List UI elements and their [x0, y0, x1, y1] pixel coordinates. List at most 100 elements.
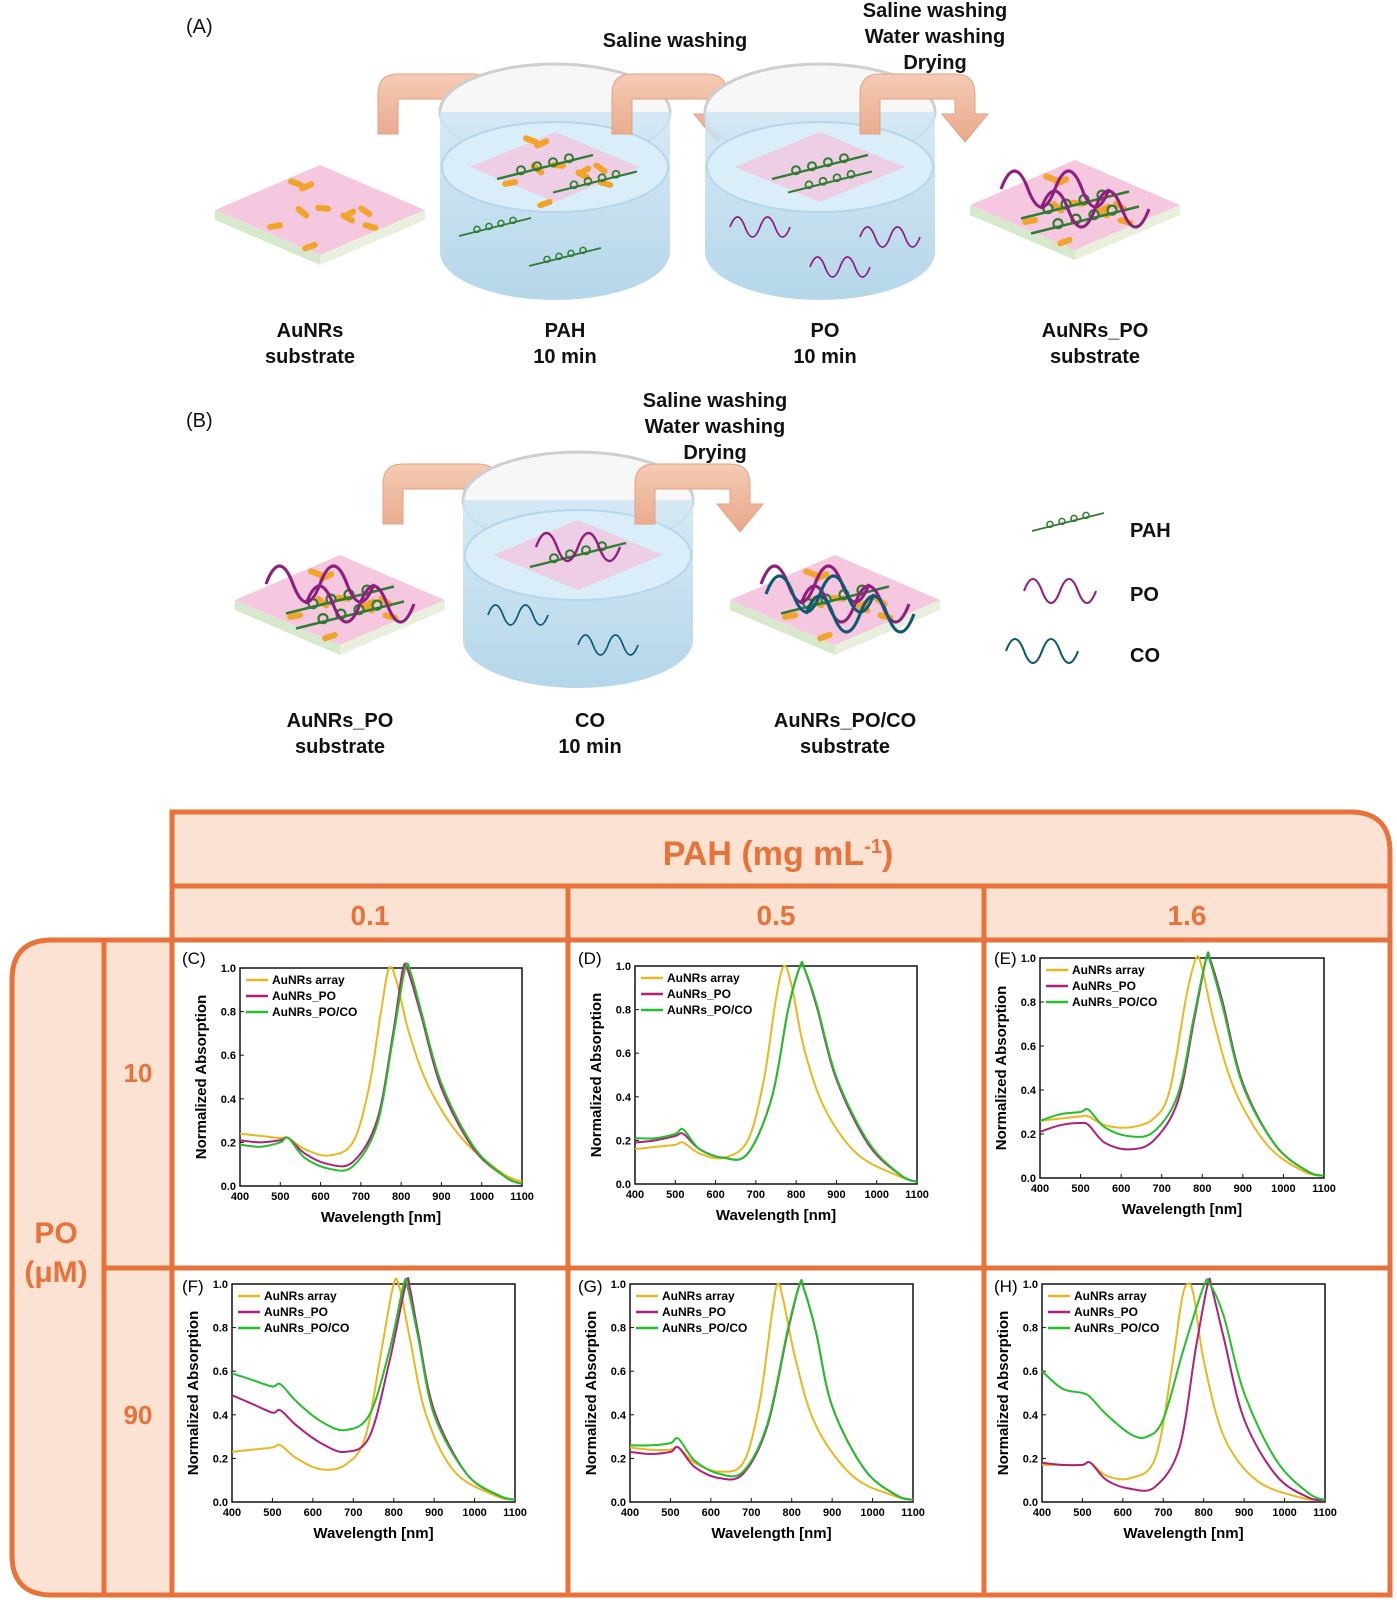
y-tick-label: 0.6: [1023, 1366, 1038, 1378]
legend-label-0: AuNRs array: [272, 973, 345, 987]
series-line-1: [231, 1277, 516, 1501]
col-header-title: PAH (mg mL-1): [663, 835, 894, 873]
x-tick-label: 600: [1112, 1183, 1130, 1195]
aunrs-po-substrate-illustration: [970, 160, 1180, 260]
x-tick-label: 800: [787, 1189, 805, 1201]
x-tick-label: 800: [1193, 1183, 1211, 1195]
legend-label-0: AuNRs array: [662, 1289, 735, 1303]
x-tick-label: 900: [425, 1507, 443, 1519]
y-tick-label: 0.2: [611, 1453, 626, 1465]
step-a2-line1: PAH: [544, 320, 586, 342]
step-a1-line2: substrate: [264, 346, 356, 368]
x-tick-label: 1000: [1271, 1183, 1295, 1195]
legend-label-2: AuNRs_PO/CO: [1072, 995, 1157, 1009]
step-b1: AuNRs_PO substrate: [250, 708, 430, 760]
plot-frame: [231, 1283, 516, 1503]
x-tick-label: 400: [223, 1507, 241, 1519]
x-tick-label: 500: [1071, 1183, 1089, 1195]
step-a1: AuNRs substrate: [225, 318, 395, 370]
x-tick-label: 600: [706, 1189, 724, 1201]
plot-frame: [634, 965, 918, 1185]
x-tick-label: 1100: [1312, 1183, 1336, 1195]
x-axis-label: Wavelength [nm]: [1123, 1525, 1243, 1542]
y-tick-label: 1.0: [616, 961, 631, 973]
x-tick-label: 1000: [864, 1189, 888, 1201]
y-tick-label: 1.0: [611, 1279, 626, 1291]
y-axis-label: Normalized Absorption: [185, 1311, 202, 1475]
legend-label-1: AuNRs_PO: [662, 1305, 726, 1319]
y-tick-label: 0.0: [213, 1497, 228, 1509]
legend-po-icon: [1022, 577, 1098, 605]
cell-f: [169, 1265, 571, 1598]
legend-label-2: AuNRs_PO/CO: [662, 1321, 747, 1335]
x-tick-label: 700: [1154, 1507, 1172, 1519]
y-tick-label: 0.8: [616, 1005, 631, 1017]
panel-label: (C): [182, 949, 206, 968]
panel-b-arrow-label: Saline washing Water washing Drying: [642, 390, 788, 464]
x-tick-label: 800: [1195, 1507, 1213, 1519]
step-b1-line2: substrate: [294, 736, 386, 758]
row-header-line2: (μM): [24, 1256, 87, 1289]
step-a3: PO 10 min: [740, 318, 910, 370]
arrow-b-2: [634, 463, 764, 533]
legend-label-2: AuNRs_PO/CO: [1074, 1321, 1159, 1335]
series-line-2: [634, 961, 918, 1183]
y-tick-label: 0.6: [611, 1366, 626, 1378]
x-tick-label: 600: [304, 1507, 322, 1519]
x-tick-label: 700: [344, 1507, 362, 1519]
y-tick-label: 0.4: [1023, 1410, 1039, 1422]
panel-a-label: (A): [186, 16, 213, 38]
y-tick-label: 0.8: [213, 1323, 228, 1335]
legend-label-2: AuNRs_PO/CO: [272, 1005, 357, 1019]
x-tick-label: 700: [742, 1507, 760, 1519]
col-label-1: 0.1: [351, 900, 390, 931]
chart-h: (H) 400 500 600 700 800 900 1000 1100 0.0 0.2 0.4 0.…: [994, 1277, 1337, 1542]
row-box-1: [101, 937, 175, 1271]
y-tick-label: 0.4: [616, 1092, 632, 1104]
step-a4: AuNRs_PO substrate: [1005, 318, 1185, 370]
y-tick-label: 0.8: [1023, 1323, 1038, 1335]
x-tick-label: 500: [666, 1189, 684, 1201]
legend-pah-icon: [1031, 511, 1105, 532]
y-tick-label: 0.2: [213, 1453, 228, 1465]
step-b2-line2: 10 min: [558, 736, 622, 758]
y-tick-label: 0.8: [1021, 997, 1036, 1009]
plot-frame: [239, 967, 523, 1187]
series-line-0: [1039, 955, 1325, 1177]
step-a2: PAH 10 min: [480, 318, 650, 370]
cell-h: [981, 1265, 1393, 1598]
panel-label: (F): [182, 1277, 204, 1296]
plot-frame: [1041, 1283, 1326, 1503]
series-line-2: [239, 962, 523, 1185]
legend-po-label: PO: [1130, 584, 1159, 606]
x-tick-label: 900: [1234, 1183, 1252, 1195]
y-tick-label: 0.6: [221, 1050, 236, 1062]
y-tick-label: 0.2: [221, 1137, 236, 1149]
x-tick-label: 600: [311, 1191, 329, 1203]
plot-layer: (C) 400 500 600 700 800 900 1000 1100 0.0 0.2 0.4 0.…: [182, 949, 1337, 1542]
col-label-3: 1.6: [1168, 900, 1207, 931]
y-tick-label: 1.0: [1021, 953, 1036, 965]
x-tick-label: 900: [827, 1189, 845, 1201]
aunrs-po-co-substrate-illustration: [730, 555, 940, 655]
panel-label: (E): [994, 949, 1017, 968]
y-tick-label: 0.0: [611, 1497, 626, 1509]
x-tick-label: 900: [1235, 1507, 1253, 1519]
row-header-outer: [9, 937, 107, 1598]
series-line-0: [634, 964, 918, 1183]
y-tick-label: 0.0: [1021, 1173, 1036, 1185]
series-line-1: [1041, 1277, 1326, 1502]
panel-label: (H): [994, 1277, 1018, 1296]
col-header-box: [169, 809, 1393, 889]
x-axis-label: Wavelength [nm]: [711, 1525, 831, 1542]
x-tick-label: 900: [432, 1191, 450, 1203]
y-tick-label: 0.6: [616, 1048, 631, 1060]
results-grid: PAH (mg mL-1) 0.1 0.5 1.6 PO (μM) 10 90 …: [9, 809, 1393, 1598]
series-line-2: [1041, 1278, 1326, 1501]
x-tick-label: 700: [747, 1189, 765, 1201]
x-tick-label: 1000: [469, 1191, 493, 1203]
y-axis-label: Normalized Absorption: [583, 1311, 600, 1475]
x-axis-label: Wavelength [nm]: [1122, 1201, 1242, 1218]
legend-label-0: AuNRs array: [1074, 1289, 1147, 1303]
legend-co-icon: [1004, 637, 1080, 665]
